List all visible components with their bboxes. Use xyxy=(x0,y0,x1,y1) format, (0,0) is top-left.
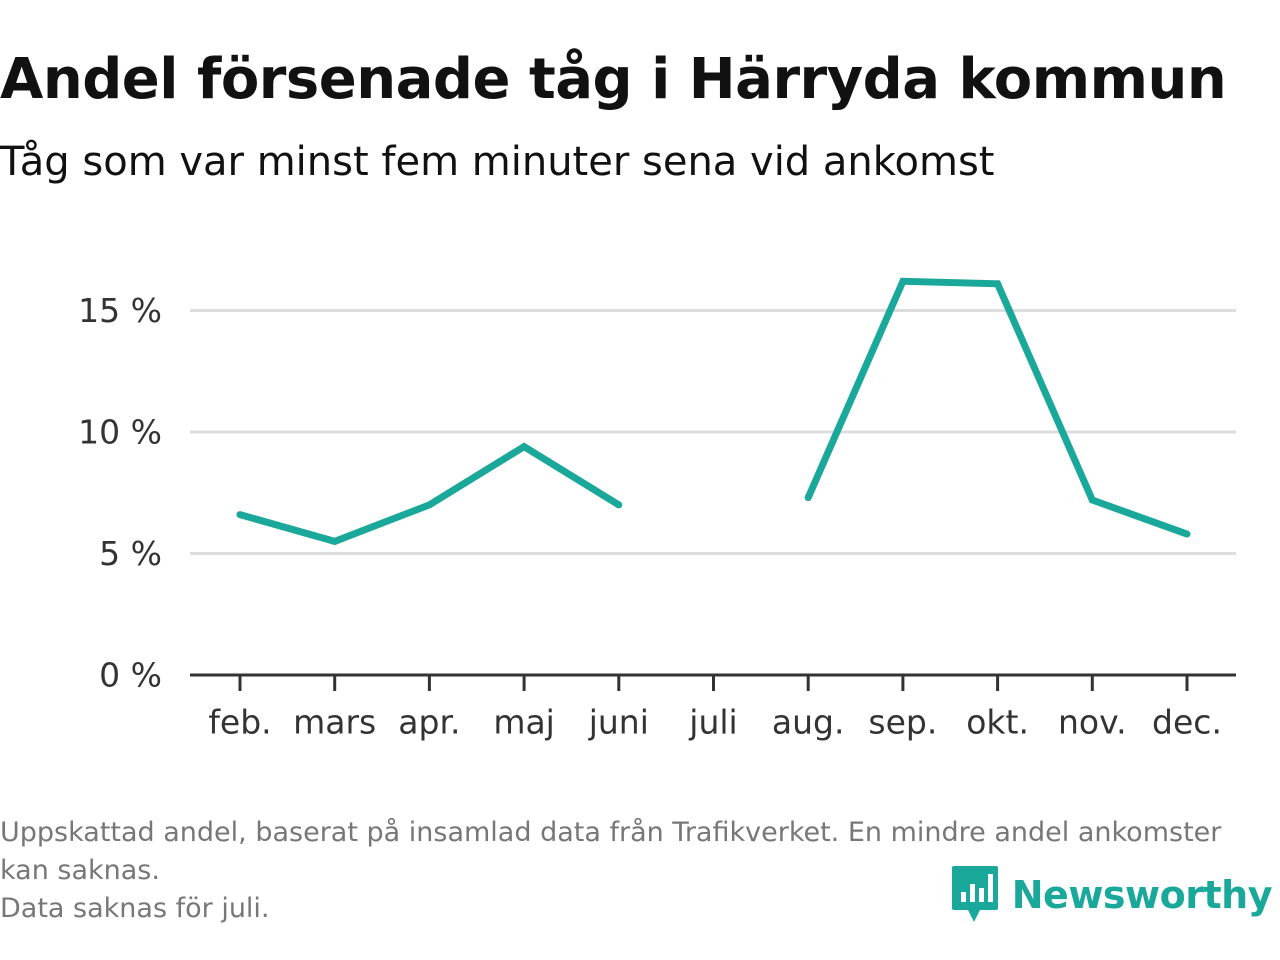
data-point xyxy=(1183,530,1191,538)
data-point xyxy=(236,511,244,519)
x-tick-label: feb. xyxy=(208,703,271,742)
chart-subtitle: Tåg som var minst fem minuter sena vid a… xyxy=(0,139,995,185)
x-tick-label: mars xyxy=(293,703,376,742)
x-tick-label: nov. xyxy=(1058,703,1127,742)
x-tick-label: apr. xyxy=(398,703,460,742)
footnote-line-missing: Data saknas för juli. xyxy=(0,893,270,924)
data-point xyxy=(804,494,812,502)
series-lines xyxy=(236,277,1191,546)
data-point xyxy=(1088,496,1096,504)
newsworthy-logo-icon xyxy=(951,866,998,922)
footnote-line-source: Uppskattad andel, baserat på insamlad da… xyxy=(0,817,1222,886)
x-tick-label: sep. xyxy=(868,703,937,742)
x-tick-label: juli xyxy=(688,703,737,742)
y-tick-label-10: 10 % xyxy=(78,413,162,452)
data-point xyxy=(615,501,623,509)
line-chart: 0 % 5 % 10 % 15 % feb. mars apr. maj juni juli au… xyxy=(78,277,1236,742)
y-tick-label-0: 0 % xyxy=(99,656,162,695)
x-axis: feb. mars apr. maj juni juli aug. sep. okt. nov. d… xyxy=(190,673,1236,742)
y-tick-label-15: 15 % xyxy=(78,291,162,330)
y-tick-label-5: 5 % xyxy=(99,534,162,573)
x-tick-label: okt. xyxy=(966,703,1029,742)
data-point xyxy=(331,537,339,545)
x-tick-label: aug. xyxy=(772,703,845,742)
y-axis-labels: 0 % 5 % 10 % 15 % xyxy=(78,291,162,695)
x-tick-label: dec. xyxy=(1152,703,1222,742)
brand-logo: Newsworthy xyxy=(950,864,1273,926)
brand-name: Newsworthy xyxy=(1011,873,1273,917)
chart-title: Andel försenade tåg i Härryda kommun xyxy=(0,47,1227,112)
data-point xyxy=(899,277,907,285)
series-line-segment-0 xyxy=(239,442,621,546)
x-tick-label: juni xyxy=(588,703,649,742)
data-point xyxy=(994,280,1002,288)
series-line-segment-1 xyxy=(804,277,1189,538)
x-tick-label: maj xyxy=(493,703,555,742)
gridlines xyxy=(190,309,1236,555)
footnote: Uppskattad andel, baserat på insamlad da… xyxy=(0,814,1270,928)
data-point xyxy=(520,443,528,451)
data-point xyxy=(425,501,433,509)
